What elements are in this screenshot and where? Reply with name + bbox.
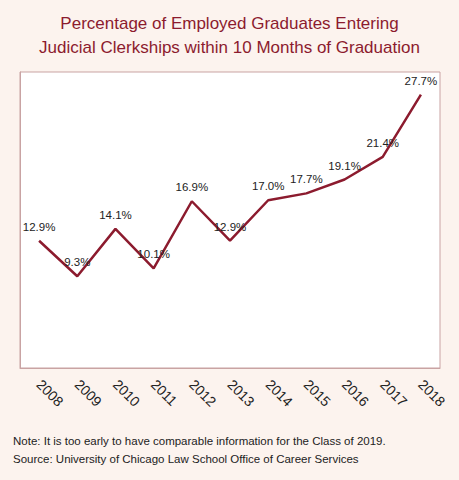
svg-text:2008: 2008 — [33, 376, 66, 409]
svg-text:17.7%: 17.7% — [290, 173, 323, 185]
svg-text:2018: 2018 — [415, 376, 448, 409]
svg-text:Note: It is too early to have: Note: It is too early to have comparable… — [13, 435, 386, 447]
svg-text:17.0%: 17.0% — [252, 180, 285, 192]
svg-text:10.1%: 10.1% — [137, 248, 170, 260]
svg-text:2009: 2009 — [72, 376, 105, 409]
svg-text:2011: 2011 — [148, 376, 181, 409]
svg-text:16.9%: 16.9% — [176, 181, 209, 193]
svg-text:Judicial Clerkships within 10: Judicial Clerkships within 10 Months of … — [39, 38, 420, 57]
svg-text:19.1%: 19.1% — [328, 160, 361, 172]
svg-text:2014: 2014 — [263, 376, 296, 409]
svg-text:Source: University of Chicago: Source: University of Chicago Law School… — [13, 453, 359, 465]
svg-text:2010: 2010 — [110, 376, 143, 409]
svg-text:2013: 2013 — [224, 376, 257, 409]
svg-text:2015: 2015 — [301, 376, 334, 409]
svg-text:2017: 2017 — [377, 376, 410, 409]
svg-text:2012: 2012 — [186, 376, 219, 409]
svg-text:12.9%: 12.9% — [23, 221, 56, 233]
svg-text:27.7%: 27.7% — [405, 75, 438, 87]
svg-text:9.3%: 9.3% — [64, 256, 90, 268]
svg-text:14.1%: 14.1% — [99, 209, 132, 221]
svg-text:21.4%: 21.4% — [366, 137, 399, 149]
svg-text:12.9%: 12.9% — [214, 221, 247, 233]
svg-text:Percentage of Employed Graduat: Percentage of Employed Graduates Enterin… — [60, 14, 398, 33]
svg-text:2016: 2016 — [339, 376, 372, 409]
